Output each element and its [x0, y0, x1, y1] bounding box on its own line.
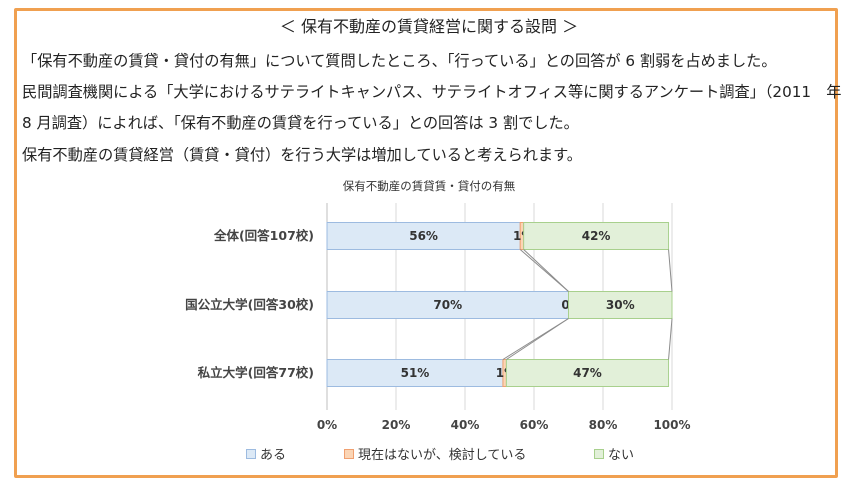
bar-value-label: 51%: [401, 366, 430, 380]
category-label: 全体(回答107校): [213, 228, 314, 243]
series-line: [506, 318, 569, 360]
legend-swatch-nai: [594, 448, 604, 459]
bar-segment: [326, 359, 504, 387]
x-tick-label: 60%: [520, 418, 549, 432]
series-line: [668, 318, 673, 360]
bar-segment: [505, 359, 670, 387]
bar-segment: [523, 222, 670, 250]
x-tick-label: 0%: [317, 418, 337, 432]
legend-label-nai: ない: [608, 448, 635, 463]
bar-value-label: 47%: [573, 366, 602, 380]
paragraph-4: 保有不動産の賃貸経営（賃貸・貸付）を行う大学は増加していると考えられます。: [22, 146, 582, 164]
legend-item-considering: 現在はないが、検討している: [344, 444, 526, 463]
x-tick-label: 80%: [589, 418, 618, 432]
x-tick-label: 100%: [653, 418, 690, 432]
series-line: [523, 249, 569, 292]
section-heading: ＜ 保有不動産の賃貸経営に関する設問 ＞: [279, 17, 579, 36]
paragraph-2: 民間調査機関による「大学におけるサテライトキャンパス、サテライトオフィス等に関す…: [22, 83, 842, 101]
legend-swatch-considering: [344, 448, 354, 459]
bar-value-label: 30%: [606, 298, 635, 312]
bar-segment: [568, 291, 673, 319]
x-tick-label: 20%: [382, 418, 411, 432]
legend-item-nai: ない: [594, 444, 634, 463]
legend-label-considering: 現在はないが、検討している: [358, 448, 527, 463]
category-label: 私立大学(回答77校): [197, 365, 314, 380]
series-line: [668, 249, 673, 292]
legend-swatch-aru: [246, 448, 256, 459]
bar-value-label: 56%: [409, 229, 438, 243]
bar-value-label: 70%: [433, 298, 462, 312]
bar-value-label: 42%: [582, 229, 611, 243]
chart-title: 保有不動産の賃貸賃・貸付の有無: [342, 179, 516, 193]
paragraph-1: 「保有不動産の賃貸・貸付の有無」について質問したところ、「行っている」との回答が…: [22, 52, 777, 70]
legend-label-aru: ある: [260, 448, 287, 463]
category-label: 国公立大学(回答30校): [185, 297, 314, 312]
x-tick-label: 40%: [451, 418, 480, 432]
legend-item-aru: ある: [246, 444, 286, 463]
bar-segment: [326, 291, 569, 319]
paragraph-3: 8 月調査）によれば、「保有不動産の賃貸を行っている」との回答は 3 割でした。: [22, 114, 579, 132]
